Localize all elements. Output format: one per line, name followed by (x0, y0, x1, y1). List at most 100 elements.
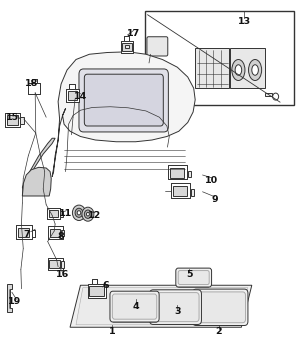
Text: 8: 8 (58, 232, 64, 241)
Bar (48, 226, 63, 239)
Text: 7: 7 (24, 230, 30, 239)
Bar (145, 10, 294, 105)
FancyBboxPatch shape (112, 294, 157, 319)
Ellipse shape (84, 210, 91, 218)
FancyBboxPatch shape (152, 293, 199, 322)
Bar (171, 183, 190, 198)
FancyBboxPatch shape (84, 74, 163, 126)
Bar (162, 87, 171, 97)
FancyBboxPatch shape (147, 37, 168, 56)
Ellipse shape (235, 65, 242, 75)
Text: 2: 2 (216, 327, 222, 336)
Bar (121, 41, 133, 53)
Ellipse shape (86, 212, 89, 216)
Bar (7, 116, 18, 125)
Bar (170, 168, 184, 178)
Bar (230, 48, 265, 88)
Bar (18, 228, 29, 237)
Text: 19: 19 (8, 297, 21, 306)
Bar (48, 258, 63, 270)
Text: 10: 10 (205, 176, 218, 185)
Bar (69, 84, 75, 89)
Ellipse shape (75, 208, 83, 217)
Bar (28, 83, 40, 94)
Bar (121, 41, 133, 53)
Bar (32, 79, 37, 83)
Bar (171, 183, 190, 198)
Bar (124, 36, 129, 41)
Bar (92, 279, 97, 284)
Bar (122, 43, 132, 51)
Bar (168, 165, 187, 179)
Bar (5, 113, 20, 127)
Bar (47, 208, 60, 219)
Bar (20, 117, 24, 124)
Bar (124, 36, 129, 41)
Bar (48, 226, 63, 239)
Text: 12: 12 (88, 211, 101, 220)
Bar (88, 284, 106, 298)
Polygon shape (176, 269, 210, 287)
Ellipse shape (249, 60, 262, 80)
Ellipse shape (72, 205, 86, 220)
Ellipse shape (252, 65, 258, 75)
Polygon shape (22, 167, 51, 196)
Bar (32, 230, 35, 237)
Bar (48, 258, 63, 270)
Bar (50, 229, 60, 237)
Bar (68, 91, 77, 100)
Text: 5: 5 (186, 270, 193, 279)
Bar (49, 260, 60, 268)
Bar (168, 165, 187, 179)
Bar (173, 186, 187, 196)
Bar (47, 208, 60, 219)
Bar (32, 79, 37, 83)
Polygon shape (194, 290, 247, 325)
Polygon shape (151, 292, 200, 324)
Bar (195, 48, 229, 88)
Bar (89, 286, 104, 296)
Text: 3: 3 (174, 307, 181, 316)
FancyBboxPatch shape (178, 271, 209, 285)
FancyBboxPatch shape (195, 292, 246, 323)
Ellipse shape (82, 207, 94, 221)
Bar (88, 284, 106, 298)
Ellipse shape (232, 60, 245, 80)
Bar (16, 225, 32, 239)
Text: 13: 13 (238, 16, 251, 26)
Text: 18: 18 (25, 79, 38, 88)
Bar (69, 84, 75, 89)
Text: 14: 14 (74, 92, 87, 101)
Ellipse shape (77, 211, 81, 215)
Ellipse shape (273, 93, 279, 100)
Bar (60, 211, 63, 217)
Text: 15: 15 (6, 113, 19, 122)
FancyBboxPatch shape (176, 268, 212, 287)
Bar (5, 113, 20, 127)
Polygon shape (7, 284, 12, 312)
Bar (191, 189, 194, 196)
Polygon shape (22, 138, 55, 191)
Bar (61, 230, 64, 236)
Bar (66, 89, 79, 102)
Polygon shape (70, 285, 252, 327)
Text: 6: 6 (103, 281, 109, 290)
FancyBboxPatch shape (193, 289, 248, 326)
Bar (61, 261, 64, 268)
Polygon shape (52, 52, 195, 177)
Bar (66, 89, 79, 102)
Bar (125, 45, 129, 48)
Text: 11: 11 (59, 209, 72, 218)
Bar (28, 83, 40, 94)
Bar (92, 279, 97, 284)
Bar (32, 230, 35, 237)
FancyBboxPatch shape (110, 291, 159, 322)
Text: 17: 17 (127, 29, 140, 38)
Bar (265, 93, 272, 96)
Text: 1: 1 (108, 327, 115, 336)
Bar (16, 225, 32, 239)
Polygon shape (76, 288, 248, 325)
Polygon shape (111, 293, 159, 322)
FancyBboxPatch shape (79, 69, 168, 132)
Ellipse shape (146, 62, 152, 68)
